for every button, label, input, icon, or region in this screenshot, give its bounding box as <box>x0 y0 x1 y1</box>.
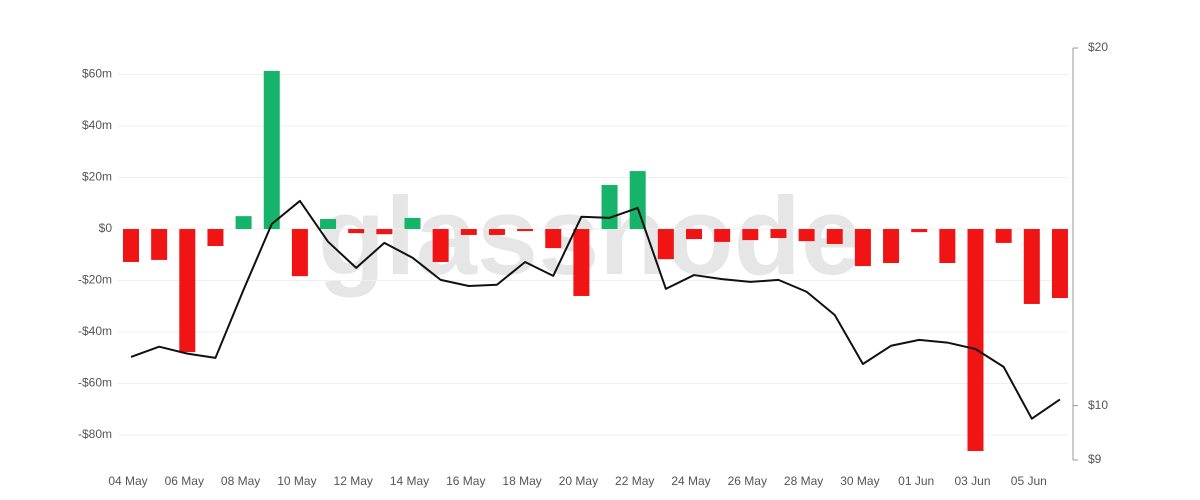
x-tick-label: 18 May <box>502 474 541 488</box>
bar <box>151 229 168 260</box>
y-tick-label: -$40m <box>78 324 112 338</box>
bar <box>235 216 252 230</box>
y-tick-label: -$60m <box>78 376 112 390</box>
y2-tick-label: $20 <box>1088 40 1108 54</box>
bar <box>263 70 280 230</box>
x-tick-label: 03 Jun <box>954 474 990 488</box>
bar <box>714 229 731 242</box>
bar <box>883 229 900 264</box>
bar <box>376 229 393 235</box>
x-tick-label: 14 May <box>390 474 429 488</box>
x-tick-label: 30 May <box>840 474 879 488</box>
bar <box>432 229 449 262</box>
x-tick-label: 05 Jun <box>1011 474 1047 488</box>
x-tick-label: 16 May <box>446 474 485 488</box>
y-tick-label: $0 <box>99 221 113 235</box>
price-line <box>130 199 1061 420</box>
x-tick-label: 26 May <box>728 474 767 488</box>
x-tick-label: 06 May <box>165 474 204 488</box>
x-tick-label: 04 May <box>108 474 147 488</box>
bar <box>123 229 139 262</box>
bar <box>1051 229 1068 299</box>
bar <box>911 229 928 233</box>
bar <box>995 229 1012 243</box>
bar <box>770 229 787 239</box>
x-tick-label: 28 May <box>784 474 823 488</box>
x-tick-label: 20 May <box>559 474 598 488</box>
bar <box>601 184 618 230</box>
bar <box>854 229 871 267</box>
x-tick-label: 12 May <box>334 474 373 488</box>
bar <box>798 229 815 242</box>
x-tick-label: 22 May <box>615 474 654 488</box>
bar <box>742 229 759 241</box>
y-tick-label: $40m <box>82 118 112 132</box>
bar <box>545 229 562 249</box>
bar <box>1023 229 1040 304</box>
y2-tick-label: $9 <box>1088 452 1102 466</box>
x-tick-label: 08 May <box>221 474 260 488</box>
bar <box>686 229 702 240</box>
x-tick-label: 01 Jun <box>898 474 934 488</box>
bar <box>967 229 984 451</box>
bar <box>517 229 534 232</box>
bar <box>460 229 477 235</box>
y-tick-label: -$20m <box>78 273 112 287</box>
y2-tick-label: $10 <box>1088 398 1108 412</box>
bar <box>629 171 646 230</box>
bar <box>207 229 224 247</box>
bar <box>657 229 674 260</box>
bar <box>404 217 421 230</box>
x-tick-label: 10 May <box>277 474 316 488</box>
bar <box>488 229 505 235</box>
bar <box>291 229 308 277</box>
bar <box>826 229 843 244</box>
bar <box>348 229 365 234</box>
x-tick-label: 24 May <box>671 474 710 488</box>
bar <box>573 229 590 296</box>
bar <box>939 229 956 264</box>
bar <box>179 229 196 353</box>
y-tick-label: $60m <box>82 67 112 81</box>
y-tick-label: $20m <box>82 170 112 184</box>
bar <box>320 218 337 230</box>
y-tick-label: -$80m <box>78 427 112 441</box>
